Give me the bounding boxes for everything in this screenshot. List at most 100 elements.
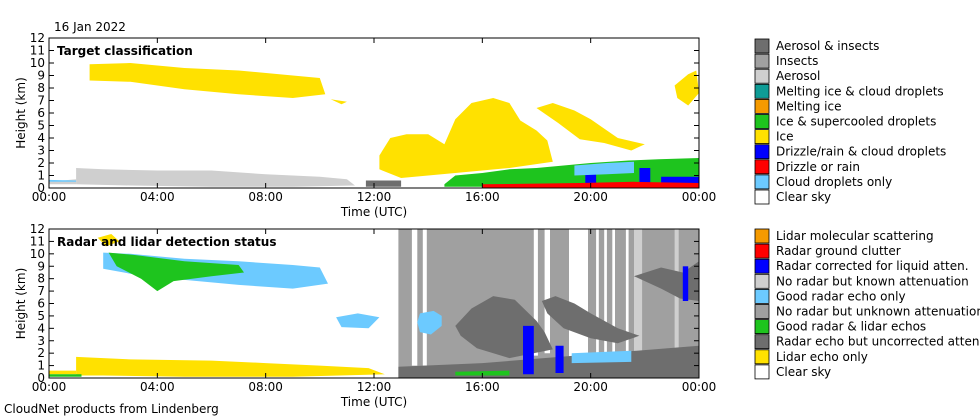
y-tick-label: 1	[37, 169, 45, 183]
data-regions	[49, 63, 699, 188]
y-tick-label: 5	[37, 309, 45, 323]
region-16	[417, 310, 442, 335]
x-tick-label: 04:00	[140, 380, 175, 394]
region-14	[541, 296, 640, 344]
y-tick-label: 9	[37, 259, 45, 273]
legend-swatch	[754, 99, 770, 114]
data-regions	[49, 229, 699, 378]
region-15	[634, 261, 699, 301]
x-tick-label: 20:00	[573, 190, 608, 204]
y-tick-label: 11	[30, 234, 45, 248]
region-25	[49, 370, 77, 375]
y-axis-label: Height (km)	[14, 268, 28, 339]
legend-swatch	[754, 174, 770, 190]
x-tick-label: 16:00	[465, 190, 500, 204]
y-tick-label: 0	[37, 181, 45, 195]
y-tick-label: 12	[30, 222, 45, 236]
legend-swatch	[754, 304, 770, 319]
legend-label: Cloud droplets only	[776, 175, 892, 189]
legend-label: Radar echo but uncorrected atten.	[776, 335, 980, 349]
region-4	[544, 229, 550, 354]
legend-label: No radar but unknown attenuation	[776, 305, 980, 319]
region-1	[379, 98, 553, 178]
y-tick-label: 5	[37, 119, 45, 133]
legend-swatch	[754, 129, 770, 145]
legend-label: No radar but known attenuation	[776, 274, 969, 288]
x-tick-label: 20:00	[573, 380, 608, 394]
region-10	[634, 229, 643, 354]
legend-label: Ice	[776, 130, 794, 144]
x-tick-label: 08:00	[248, 190, 283, 204]
legend-swatch	[754, 68, 770, 84]
legend-swatch	[754, 364, 770, 380]
legend-label: Lidar echo only	[776, 350, 868, 364]
region-20	[523, 325, 534, 375]
legend-swatch	[754, 114, 770, 129]
legend-label: Lidar molecular scattering	[776, 229, 934, 243]
y-tick-label: 9	[37, 69, 45, 83]
region-14	[574, 161, 634, 176]
legend-label: Drizzle or rain	[776, 160, 860, 174]
legend-swatch	[754, 258, 770, 274]
y-tick-label: 2	[37, 156, 45, 170]
legend-label: Aerosol & insects	[776, 39, 879, 53]
region-19	[108, 252, 244, 292]
date-label: 16 Jan 2022	[54, 20, 126, 34]
legend-label: Radar ground clutter	[776, 244, 901, 258]
y-tick-label: 3	[37, 144, 45, 158]
legend-swatch	[754, 189, 770, 205]
legend-swatch	[754, 159, 770, 175]
region-8	[612, 229, 615, 364]
legend-label: Radar corrected for liquid atten.	[776, 259, 969, 273]
legend-label: Aerosol	[776, 69, 820, 83]
region-2	[422, 229, 427, 366]
region-7	[365, 180, 402, 187]
legend-swatch	[754, 83, 770, 99]
legend-swatch	[754, 38, 770, 54]
region-5	[76, 168, 355, 187]
legend-swatch	[754, 319, 770, 335]
plot-area	[49, 38, 699, 188]
legend-label: Insects	[776, 54, 818, 68]
y-tick-label: 6	[37, 106, 45, 120]
footer-credit: CloudNet products from Lindenberg	[4, 402, 219, 416]
legend-label: Good radar & lidar echos	[776, 320, 926, 334]
y-axis-label: Height (km)	[14, 77, 28, 148]
y-tick-label: 8	[37, 81, 45, 95]
region-27	[49, 374, 82, 377]
y-tick-label: 4	[37, 131, 45, 145]
chart-title: Radar and lidar detection status	[57, 235, 276, 249]
region-0	[89, 63, 326, 98]
legend-swatch	[754, 144, 770, 160]
y-tick-label: 1	[37, 359, 45, 373]
y-tick-label: 0	[37, 371, 45, 385]
y-tick-label: 12	[30, 31, 45, 45]
legend-swatch	[754, 228, 770, 244]
region-4	[330, 99, 347, 105]
x-tick-label: 16:00	[465, 380, 500, 394]
x-tick-label: 12:00	[357, 190, 392, 204]
region-8	[49, 179, 77, 182]
region-7	[604, 229, 607, 364]
y-tick-label: 4	[37, 321, 45, 335]
y-tick-label: 8	[37, 272, 45, 286]
legend-swatch	[754, 53, 770, 69]
legend-swatch	[754, 273, 770, 289]
region-26	[97, 234, 120, 247]
legend-swatch	[754, 349, 770, 365]
y-tick-label: 6	[37, 297, 45, 311]
region-3	[674, 70, 699, 106]
region-23	[571, 350, 632, 364]
legend-label: Clear sky	[776, 190, 831, 204]
region-6	[596, 229, 599, 364]
y-tick-label: 3	[37, 334, 45, 348]
legend-swatch	[754, 334, 770, 350]
region-5	[569, 229, 588, 361]
x-tick-label: 00:00	[682, 380, 717, 394]
